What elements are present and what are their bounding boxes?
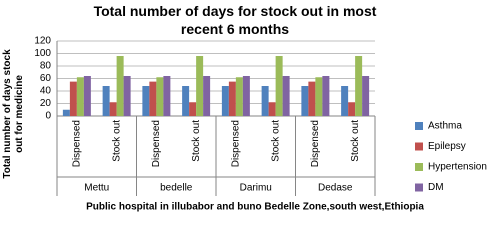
legend-swatch — [415, 163, 423, 171]
bar — [102, 86, 110, 116]
bar — [182, 86, 190, 116]
legend-label: Asthma — [428, 121, 462, 132]
x-axis-label: Public hospital in illubabor and buno Be… — [86, 202, 424, 213]
bar — [189, 102, 197, 116]
x-tick-label: Dispensed — [72, 120, 83, 167]
bar — [301, 86, 309, 116]
x-tick-label: Stock out — [350, 120, 361, 162]
legend-swatch — [415, 142, 423, 151]
bar — [83, 76, 91, 116]
bar — [62, 109, 70, 116]
bar — [228, 81, 236, 116]
y-tick-label: 20 — [40, 98, 52, 109]
bar — [282, 76, 290, 116]
y-tick-label: 100 — [34, 48, 51, 59]
bar — [109, 102, 117, 116]
group-label: bedelle — [160, 183, 193, 194]
y-tick-label: 120 — [34, 36, 51, 47]
bar — [149, 81, 157, 116]
bar — [203, 76, 211, 116]
legend-label: Hypertension — [428, 162, 487, 173]
x-tick-label: Dispensed — [310, 120, 321, 167]
bar — [76, 77, 84, 116]
bar — [123, 76, 131, 116]
bar — [142, 86, 150, 116]
legend-label: Epilepsy — [428, 141, 466, 152]
x-tick-label: Stock out — [111, 120, 122, 162]
bar — [315, 77, 323, 116]
bar — [156, 77, 164, 116]
x-tick-label: Stock out — [270, 120, 281, 162]
bar — [242, 76, 250, 116]
group-label: Dedase — [318, 183, 353, 194]
legend-swatch — [415, 183, 423, 192]
y-tick-label: 60 — [40, 73, 52, 84]
legend-swatch — [415, 122, 423, 130]
x-tick-label: Dispensed — [231, 120, 242, 167]
bar — [116, 56, 124, 116]
bar — [341, 86, 349, 116]
y-tick-label: 0 — [45, 111, 51, 122]
bar — [268, 102, 276, 116]
bar — [308, 81, 316, 116]
y-tick-label: 80 — [40, 61, 52, 72]
bar — [355, 56, 363, 116]
bar — [196, 56, 204, 116]
x-tick-label: Dispensed — [151, 120, 162, 167]
bar — [362, 76, 370, 116]
x-tick-label: Stock out — [191, 120, 202, 162]
y-tick-label: 40 — [40, 86, 52, 97]
y-axis-label: Total number of days stock out for medic… — [2, 49, 25, 179]
bar — [163, 76, 171, 116]
chart-container: 0 20 40 60 80 100 120 Dispensed Stock out Dispens… — [2, 3, 487, 213]
group-label: Mettu — [84, 183, 109, 194]
bar — [275, 56, 283, 116]
group-label: Darimu — [240, 183, 272, 194]
bar — [221, 86, 229, 116]
bar — [322, 76, 330, 116]
chart-title: Total number of days for stock out in mo… — [93, 3, 377, 37]
bar — [261, 86, 269, 116]
bar — [348, 102, 356, 116]
bar — [69, 81, 77, 116]
bar — [235, 77, 243, 116]
legend-label: DM — [428, 182, 444, 193]
